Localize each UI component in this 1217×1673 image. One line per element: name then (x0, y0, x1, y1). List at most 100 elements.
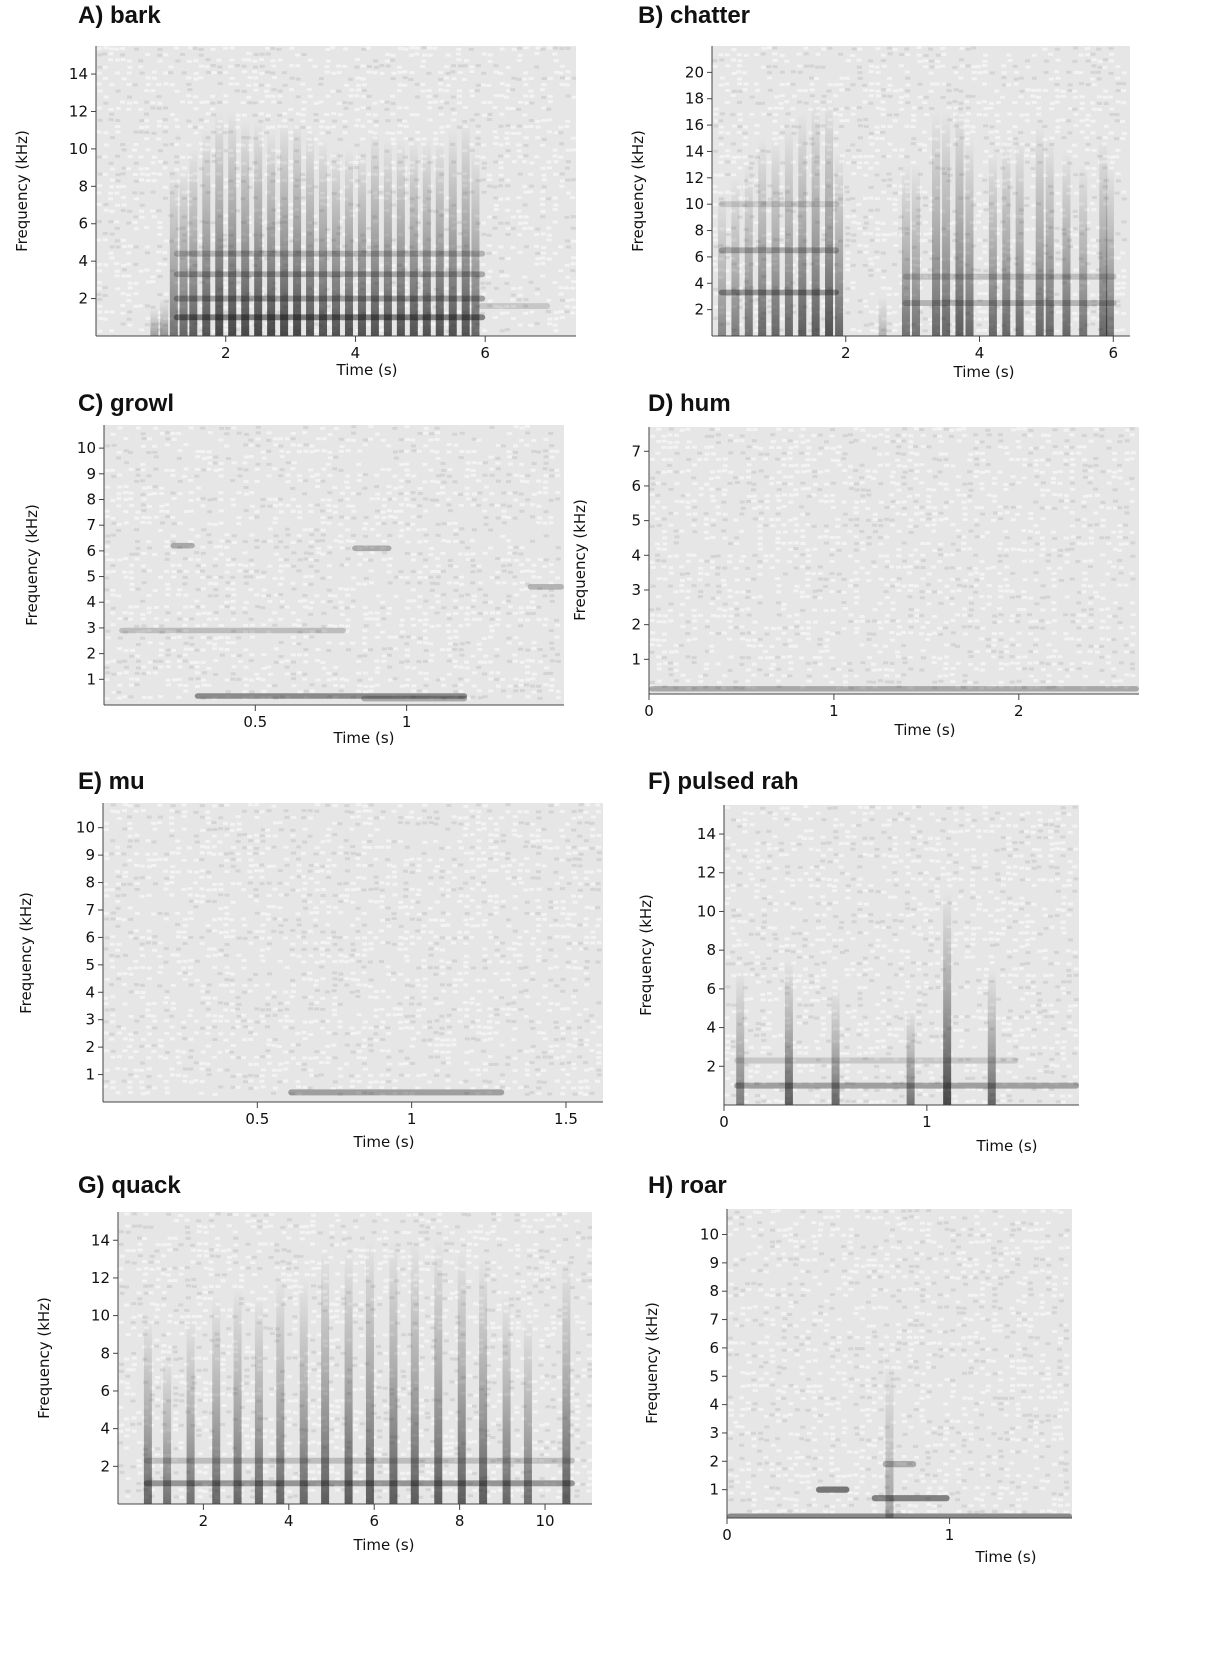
pulse-mark (1035, 125, 1044, 336)
x-tick-label: 4 (975, 344, 985, 362)
harmonic-band (727, 1513, 1072, 1518)
pulse-mark (396, 139, 405, 336)
pulse-mark (280, 120, 289, 336)
panel-title: G) quack (78, 1172, 181, 1199)
pulse-mark (988, 151, 997, 336)
y-tick-label: 12 (69, 102, 88, 120)
plot-area: 1 2 3 4 5 6 7 8 9 10 0.5 1 1.5 (76, 803, 603, 1128)
pulse-mark (471, 148, 480, 336)
panel-title: F) pulsed rah (648, 768, 799, 795)
pulse-mark (1099, 138, 1108, 336)
spectrogram-noise (104, 425, 561, 700)
pulse-mark (771, 138, 780, 336)
pulse-mark (811, 98, 820, 336)
panel-title: D) hum (648, 390, 731, 417)
y-tick-label: 8 (86, 490, 96, 508)
x-tick-label: 1 (945, 1526, 955, 1544)
harmonic-band (119, 627, 347, 634)
pulse-mark (943, 892, 952, 1105)
pulse-mark (299, 1277, 308, 1504)
y-axis-label: Frequency (kHz) (643, 1302, 661, 1424)
x-axis-label: Time (s) (953, 363, 1015, 381)
x-tick-label: 0 (722, 1526, 732, 1544)
harmonic-band (478, 303, 551, 309)
pulse-mark (911, 164, 920, 336)
y-tick-label: 2 (709, 1452, 719, 1470)
harmonic-band (173, 271, 486, 278)
y-tick-label: 4 (100, 1420, 110, 1438)
pulse-mark (942, 111, 951, 336)
pulse-mark (169, 167, 178, 336)
y-tick-label: 7 (86, 516, 96, 534)
pulse-mark (212, 1296, 221, 1504)
harmonic-band (734, 1082, 1079, 1089)
x-axis-label: Time (s) (353, 1536, 415, 1554)
harmonic-band (871, 1495, 950, 1502)
pulse-mark (241, 120, 250, 336)
pulse-mark (319, 139, 328, 336)
spectrogram-noise (724, 805, 1079, 1104)
harmonic-band (902, 300, 1117, 306)
y-tick-label: 20 (685, 63, 704, 81)
y-tick-label: 1 (86, 670, 96, 688)
pulse-marks (150, 111, 480, 336)
spectrogram-background (649, 427, 1139, 694)
y-tick-label: 10 (76, 819, 95, 837)
spectrogram-noise (712, 46, 1127, 333)
y-tick-label: 9 (86, 465, 96, 483)
pulse-mark (228, 111, 237, 336)
pulse-mark (434, 1240, 443, 1504)
pulse-mark (1062, 151, 1071, 336)
plot-area: 2 4 6 8 10 12 14 0 1 (697, 805, 1079, 1131)
pulse-marks (143, 1240, 571, 1504)
harmonic-band (718, 201, 840, 208)
y-tick-label: 1 (85, 1066, 95, 1084)
pulse-mark (457, 1249, 466, 1504)
pulse-mark (422, 139, 431, 336)
pulse-mark (370, 130, 379, 336)
y-tick-label: 10 (77, 439, 96, 457)
plot-area: 2 4 6 8 10 12 14 2 4 6 8 10 (91, 1212, 592, 1530)
y-axis-label: Frequency (kHz) (571, 499, 589, 621)
harmonic-band (143, 1480, 575, 1487)
y-tick-label: 8 (709, 1282, 719, 1300)
pulse-mark (410, 1240, 419, 1504)
x-tick-label: 6 (1109, 344, 1119, 362)
x-tick-label: 0.5 (243, 713, 267, 731)
pulse-mark (965, 138, 974, 336)
pulse-mark (955, 105, 964, 336)
plot-area: 1 2 3 4 5 6 7 0 1 2 (631, 427, 1139, 720)
panel-title: H) roar (648, 1172, 727, 1199)
harmonic-band (718, 289, 840, 296)
harmonic-bands (173, 250, 551, 321)
y-tick-label: 10 (69, 140, 88, 158)
panel-title: A) bark (78, 2, 161, 29)
pulse-mark (479, 1259, 488, 1504)
pulse-mark (389, 1240, 398, 1504)
pulse-mark (189, 148, 198, 336)
pulse-mark (1015, 138, 1024, 336)
x-tick-label: 6 (480, 344, 490, 362)
pulse-mark (523, 1315, 532, 1504)
panel-title: E) mu (78, 768, 145, 795)
y-tick-label: 3 (85, 1011, 95, 1029)
harmonic-band (170, 542, 195, 549)
panel-title: B) chatter (638, 2, 751, 29)
y-tick-label: 7 (709, 1311, 719, 1329)
spectrogram-background (727, 1209, 1072, 1518)
y-tick-label: 6 (706, 980, 716, 998)
y-tick-label: 2 (78, 290, 88, 308)
y-tick-label: 8 (694, 222, 704, 240)
pulse-mark (798, 111, 807, 336)
y-tick-label: 3 (86, 619, 96, 637)
y-tick-label: 4 (694, 274, 704, 292)
x-tick-label: 1 (402, 713, 412, 731)
pulse-mark (885, 1362, 894, 1518)
x-tick-label: 1 (922, 1113, 932, 1131)
